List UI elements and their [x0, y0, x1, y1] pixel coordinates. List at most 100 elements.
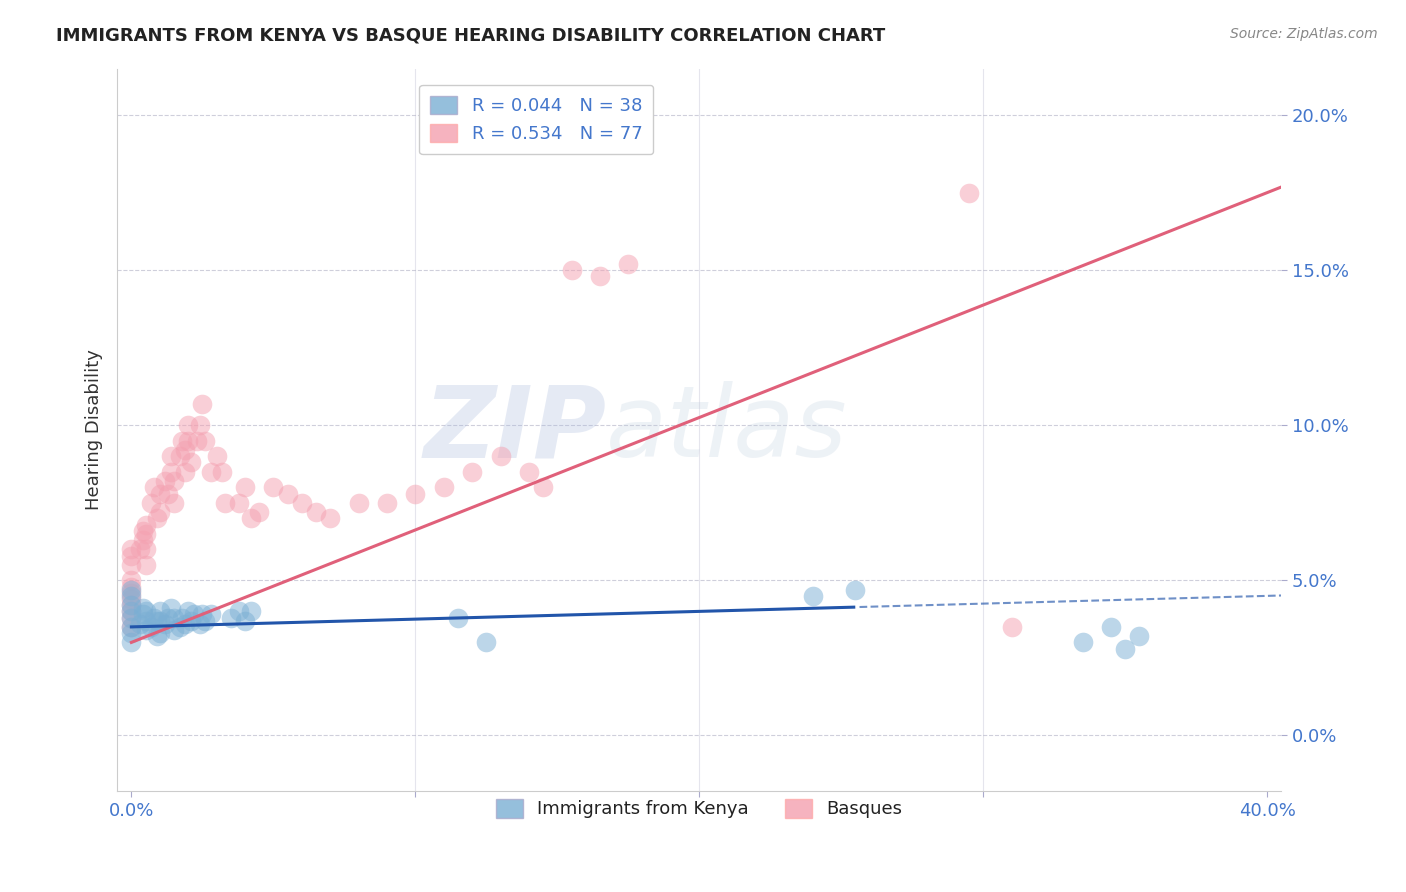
Point [120, 610, 142, 624]
Point [844, 582, 866, 597]
Point [120, 558, 142, 572]
Point [239, 511, 262, 525]
Point [120, 580, 142, 594]
Point [957, 186, 980, 200]
Point [132, 607, 155, 622]
Point [177, 418, 200, 433]
Point [155, 616, 177, 631]
Point [219, 610, 242, 624]
Point [262, 480, 284, 494]
Point [489, 450, 512, 464]
Point [163, 610, 186, 624]
Point [157, 610, 180, 624]
Point [188, 616, 211, 631]
Point [160, 465, 183, 479]
Point [233, 480, 256, 494]
Point [447, 610, 470, 624]
Point [120, 574, 142, 588]
Point [135, 604, 157, 618]
Point [120, 620, 142, 634]
Point [347, 496, 370, 510]
Point [177, 604, 200, 618]
Point [1128, 629, 1150, 643]
Point [247, 505, 270, 519]
Point [1071, 635, 1094, 649]
Point [375, 496, 398, 510]
Point [155, 474, 177, 488]
Point [120, 620, 142, 634]
Point [132, 533, 155, 547]
Point [228, 496, 250, 510]
Point [149, 626, 172, 640]
Point [169, 620, 191, 634]
Point [149, 614, 172, 628]
Point [191, 396, 214, 410]
Point [1001, 620, 1024, 634]
Point [305, 505, 328, 519]
Point [120, 598, 142, 612]
Point [120, 542, 142, 557]
Point [200, 607, 222, 622]
Point [149, 486, 172, 500]
Point [120, 549, 142, 563]
Point [143, 480, 166, 494]
Text: Source: ZipAtlas.com: Source: ZipAtlas.com [1230, 27, 1378, 41]
Point [146, 629, 169, 643]
Point [135, 558, 157, 572]
Point [149, 505, 172, 519]
Point [135, 542, 157, 557]
Point [174, 443, 197, 458]
Point [160, 601, 183, 615]
Point [404, 486, 426, 500]
Point [180, 614, 202, 628]
Point [188, 418, 211, 433]
Point [143, 610, 166, 624]
Point [205, 450, 228, 464]
Point [157, 486, 180, 500]
Point [291, 496, 314, 510]
Point [120, 591, 142, 606]
Point [183, 607, 205, 622]
Text: atlas: atlas [606, 382, 848, 478]
Point [174, 465, 197, 479]
Point [174, 616, 197, 631]
Point [135, 623, 157, 637]
Point [135, 526, 157, 541]
Point [560, 263, 582, 277]
Point [146, 614, 169, 628]
Point [129, 616, 152, 631]
Point [1114, 641, 1136, 656]
Point [160, 450, 183, 464]
Point [1099, 620, 1122, 634]
Point [177, 434, 200, 448]
Point [120, 589, 142, 603]
Point [169, 450, 191, 464]
Point [135, 517, 157, 532]
Point [132, 601, 155, 615]
Y-axis label: Hearing Disability: Hearing Disability [86, 350, 103, 510]
Point [194, 434, 217, 448]
Point [180, 455, 202, 469]
Point [191, 607, 214, 622]
Point [163, 496, 186, 510]
Point [120, 626, 142, 640]
Point [517, 465, 540, 479]
Point [228, 604, 250, 618]
Point [135, 614, 157, 628]
Point [194, 614, 217, 628]
Point [172, 434, 194, 448]
Point [475, 635, 498, 649]
Text: ZIP: ZIP [423, 382, 606, 478]
Point [211, 465, 233, 479]
Point [617, 257, 640, 271]
Point [146, 511, 169, 525]
Point [120, 582, 142, 597]
Point [589, 269, 612, 284]
Point [120, 604, 142, 618]
Point [239, 604, 262, 618]
Point [233, 614, 256, 628]
Point [120, 586, 142, 600]
Point [801, 589, 824, 603]
Point [132, 524, 155, 538]
Point [141, 496, 163, 510]
